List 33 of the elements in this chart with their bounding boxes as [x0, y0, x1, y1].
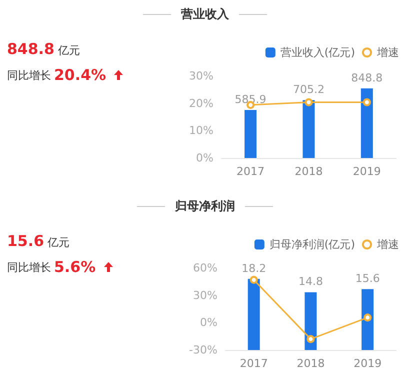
data-label: 585.9	[234, 92, 266, 106]
legend-label: 归母净利润(亿元)	[269, 238, 356, 251]
data-label: 15.6	[355, 272, 380, 286]
x-tick-label: 2019	[352, 165, 381, 178]
text: 同比增长 5.6%	[7, 258, 96, 276]
y-tick-label: 10%	[188, 124, 214, 138]
text: 同比增长 20.4%	[7, 66, 106, 84]
y-tick-label: -30%	[188, 344, 218, 356]
x-tick-label: 2018	[296, 357, 325, 370]
data-label: 848.8	[351, 71, 383, 84]
point	[250, 276, 258, 284]
y-tick-label: 0%	[200, 316, 218, 330]
data-label: 18.2	[242, 262, 266, 275]
chart-title: 营业收入	[181, 6, 229, 23]
data-label: 705.2	[292, 83, 324, 96]
point	[364, 314, 372, 322]
chart-title: 归母净利润	[175, 198, 235, 215]
y-tick-label: 0%	[196, 152, 214, 164]
y-tick-label: 30%	[188, 70, 214, 82]
legend-label: 增速	[376, 46, 399, 59]
x-tick-label: 2017	[240, 357, 268, 370]
legend-label: 增速	[376, 238, 399, 251]
point	[306, 335, 315, 344]
text: 15.6 亿元	[7, 232, 70, 250]
legend-label: 营业收入(亿元)	[280, 46, 356, 59]
x-tick-label: 2017	[236, 165, 265, 178]
data-label: 14.8	[298, 275, 323, 288]
x-tick-label: 2018	[294, 165, 323, 178]
y-tick-label: 60%	[192, 262, 218, 274]
y-tick-label: 30%	[192, 288, 218, 302]
x-tick-label: 2019	[354, 357, 382, 370]
text: 848.8 亿元	[7, 40, 80, 58]
y-tick-label: 20%	[188, 96, 214, 110]
